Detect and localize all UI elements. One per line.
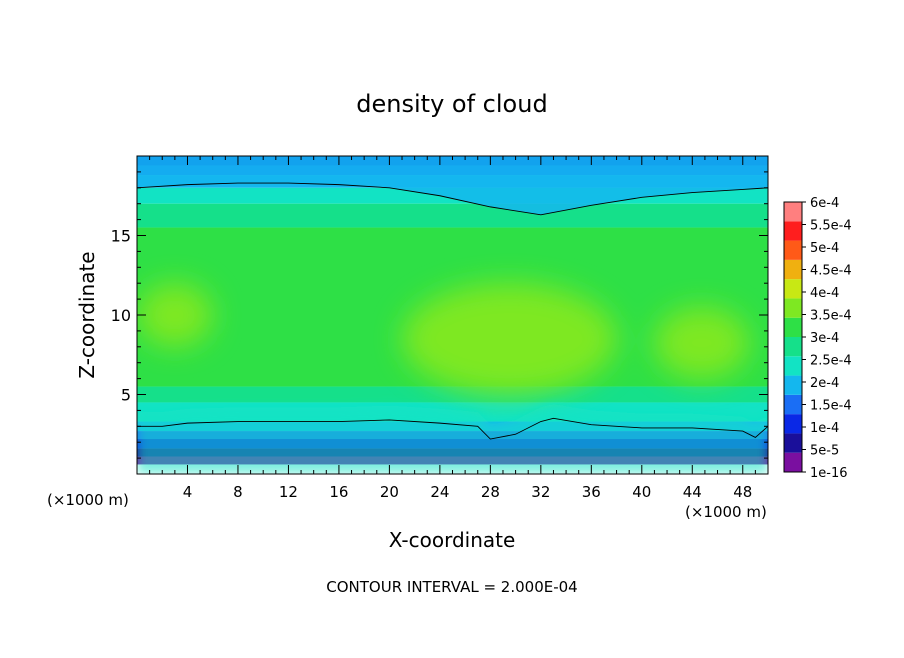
x-tick-label: 40 bbox=[632, 483, 651, 501]
x-tick-label: 32 bbox=[531, 483, 550, 501]
colorbar: 1e-16 5e-5 1e-4 1.5e-4 2e-4 2.5e-4 3e-4 3.5e-4 4… bbox=[783, 196, 852, 481]
colorbar-label: 5.5e-4 bbox=[810, 219, 852, 234]
colorbar-swatch bbox=[784, 337, 802, 357]
y-tick-label: 5 bbox=[121, 386, 131, 405]
colorbar-swatch bbox=[784, 356, 802, 376]
y-axis-label: Z-coordinate bbox=[75, 251, 99, 378]
field-high-region bbox=[402, 283, 617, 395]
colorbar-swatch bbox=[784, 433, 802, 453]
colorbar-swatch bbox=[784, 375, 802, 395]
x-tick-label: 4 bbox=[183, 483, 193, 501]
colorbar-label: 5e-4 bbox=[810, 241, 839, 256]
colorbar-label: 2.5e-4 bbox=[810, 354, 852, 369]
colorbar-label: 1e-16 bbox=[810, 466, 848, 481]
colorbar-swatch bbox=[784, 202, 802, 222]
x-tick-label: 16 bbox=[329, 483, 348, 501]
colorbar-label: 4e-4 bbox=[810, 286, 839, 301]
x-tick-label: 20 bbox=[380, 483, 399, 501]
colorbar-label: 1e-4 bbox=[810, 421, 839, 436]
colorbar-swatch bbox=[784, 394, 802, 415]
colorbar-label: 3e-4 bbox=[810, 331, 839, 346]
colorbar-label: 1.5e-4 bbox=[810, 399, 852, 414]
chart-title: density of cloud bbox=[356, 90, 547, 118]
field-band bbox=[137, 386, 768, 403]
x-tick-label: 24 bbox=[430, 483, 449, 501]
contour-line bbox=[137, 182, 768, 216]
colorbar-swatch bbox=[784, 279, 802, 299]
contour-interval-footer: CONTOUR INTERVAL = 2.000E-04 bbox=[326, 578, 577, 596]
y-axis-ticks: 5 10 15 bbox=[111, 171, 768, 459]
field-high-region bbox=[137, 283, 213, 347]
colorbar-swatch bbox=[784, 221, 802, 241]
colorbar-label: 3.5e-4 bbox=[810, 309, 852, 324]
x-tick-label: 36 bbox=[582, 483, 601, 501]
y-tick-label: 15 bbox=[111, 227, 131, 246]
colorbar-swatch bbox=[784, 240, 802, 260]
lower-transition bbox=[137, 404, 768, 474]
colorbar-swatch bbox=[784, 452, 802, 472]
colorbar-label: 6e-4 bbox=[810, 196, 839, 211]
x-axis-label: X-coordinate bbox=[389, 528, 516, 552]
x-axis-ticks: 4 8 12 16 20 24 28 32 36 40 44 48 bbox=[149, 156, 756, 501]
x-tick-label: 28 bbox=[481, 483, 500, 501]
x-tick-label: 44 bbox=[683, 483, 702, 501]
density-field bbox=[137, 156, 768, 474]
y-tick-label: 10 bbox=[111, 306, 131, 325]
colorbar-swatch bbox=[784, 298, 802, 318]
field-high-region bbox=[654, 307, 750, 379]
x-unit-right: (×1000 m) bbox=[685, 503, 767, 521]
upper-boundary-fill bbox=[137, 156, 768, 215]
colorbar-swatch bbox=[784, 259, 802, 280]
colorbar-label: 4.5e-4 bbox=[810, 264, 852, 279]
x-tick-label: 8 bbox=[233, 483, 243, 501]
colorbar-swatch bbox=[784, 317, 802, 337]
x-tick-label: 48 bbox=[733, 483, 752, 501]
x-tick-label: 12 bbox=[279, 483, 298, 501]
contour-lines bbox=[137, 182, 768, 440]
contour-line bbox=[137, 417, 768, 440]
field-highs bbox=[137, 283, 750, 395]
lower-boundary-fill bbox=[137, 404, 768, 474]
colorbar-label: 5e-5 bbox=[810, 444, 839, 459]
x-unit-left: (×1000 m) bbox=[47, 491, 129, 509]
colorbar-swatch bbox=[784, 414, 802, 434]
colorbar-label: 2e-4 bbox=[810, 376, 839, 391]
field-band bbox=[137, 203, 768, 228]
